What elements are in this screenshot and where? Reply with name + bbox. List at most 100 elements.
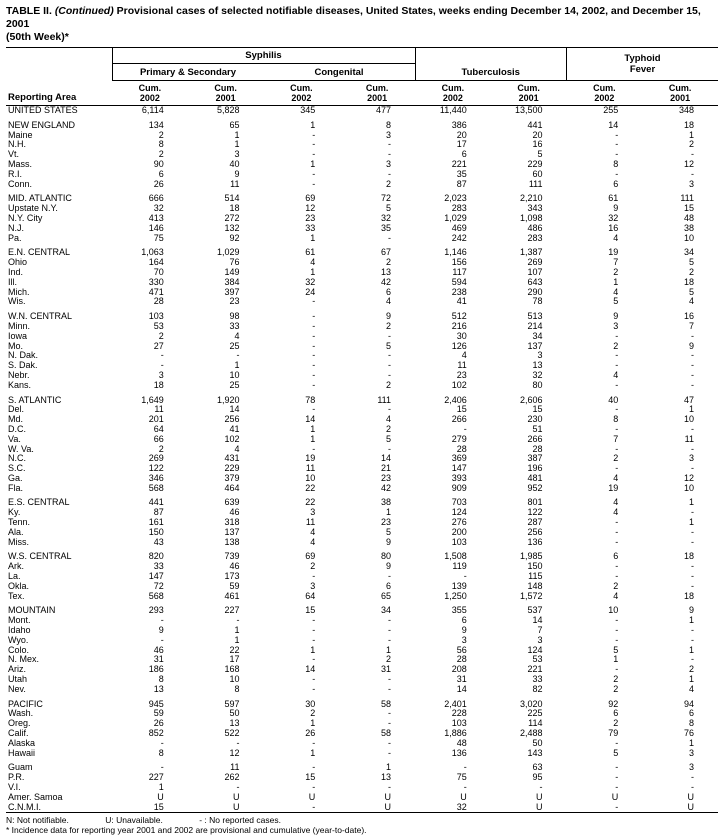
value-cell: 43 bbox=[153, 537, 164, 547]
reporting-area-cell: Ill. bbox=[8, 277, 17, 287]
value-cell: 76 bbox=[229, 258, 240, 268]
value-cell: - bbox=[312, 572, 316, 582]
value-cell: 119 bbox=[452, 562, 467, 572]
reporting-area-cell: Del. bbox=[8, 405, 25, 415]
value-cell: 5 bbox=[613, 748, 619, 758]
reporting-area-cell: Wash. bbox=[8, 709, 34, 719]
table-row-s-c: S.C. 122 229 11 21 147 196 - - bbox=[6, 464, 718, 474]
table-title-prefix: TABLE II. bbox=[6, 5, 52, 17]
value-cell: 41 bbox=[456, 297, 467, 307]
value-cell: 65 bbox=[380, 591, 391, 601]
table-row-idaho: Idaho 9 1 - - 9 7 - - bbox=[6, 626, 718, 636]
column-group-syphilis: Syphilis bbox=[111, 47, 416, 64]
reporting-area-cell: Guam bbox=[8, 763, 33, 773]
value-cell: 114 bbox=[528, 719, 543, 729]
reporting-area-cell: Oreg. bbox=[8, 719, 31, 729]
value-cell: 2 bbox=[688, 140, 694, 150]
value-cell: 4 bbox=[234, 444, 240, 454]
value-cell: 1 bbox=[385, 763, 391, 773]
value-cell: 25 bbox=[229, 380, 240, 390]
value-cell: 1 bbox=[688, 405, 694, 415]
value-cell: 34 bbox=[683, 248, 694, 258]
value-cell: 3 bbox=[537, 351, 543, 361]
table-row-n-dak: N. Dak. - - - - 4 3 - - bbox=[6, 351, 718, 361]
value-cell: 122 bbox=[527, 508, 543, 518]
value-cell: 229 bbox=[527, 159, 543, 169]
value-cell: 34 bbox=[380, 606, 391, 616]
value-cell: 122 bbox=[148, 464, 164, 474]
value-cell: 27 bbox=[153, 341, 164, 351]
value-cell: 12 bbox=[683, 159, 694, 169]
column-group-tuberculosis: Tuberculosis bbox=[415, 47, 567, 81]
value-cell: 161 bbox=[148, 518, 164, 528]
value-cell: 2 bbox=[688, 665, 694, 675]
reporting-area-cell: N.C. bbox=[8, 454, 26, 464]
value-cell: 87 bbox=[456, 179, 467, 189]
reporting-area-cell: Ky. bbox=[8, 508, 21, 518]
notifiable-diseases-table: Reporting Area Syphilis Tuberculosis Typ… bbox=[6, 47, 718, 814]
value-cell: 107 bbox=[527, 267, 543, 277]
reporting-area-cell: Wis. bbox=[8, 297, 26, 307]
value-cell: 2,023 bbox=[444, 194, 467, 204]
value-cell: 952 bbox=[527, 483, 543, 493]
value-cell: 1,146 bbox=[444, 248, 467, 258]
value-cell: - bbox=[388, 370, 391, 380]
value-cell: 23 bbox=[380, 518, 391, 528]
value-cell: 18 bbox=[683, 552, 694, 562]
reporting-area-cell: Wyo. bbox=[8, 635, 29, 645]
value-cell: 471 bbox=[148, 287, 164, 297]
value-cell: 269 bbox=[148, 454, 164, 464]
value-cell: 146 bbox=[148, 223, 164, 233]
value-cell: 266 bbox=[451, 415, 467, 425]
reporting-area-cell: Mont. bbox=[8, 616, 31, 626]
value-cell: - bbox=[615, 665, 619, 675]
value-cell: 348 bbox=[678, 105, 694, 116]
value-cell: - bbox=[691, 444, 694, 454]
value-cell: U bbox=[384, 792, 392, 802]
value-cell: 413 bbox=[148, 213, 164, 223]
value-cell: 111 bbox=[528, 179, 543, 189]
value-cell: 64 bbox=[153, 424, 164, 434]
value-cell: 23 bbox=[456, 370, 467, 380]
table-row-vt: Vt. 2 3 - - 6 5 - - bbox=[6, 150, 718, 160]
value-cell: - bbox=[463, 572, 467, 582]
value-cell: 150 bbox=[527, 562, 543, 572]
reporting-area-cell: S.C. bbox=[8, 464, 26, 474]
value-cell: - bbox=[388, 635, 391, 645]
value-cell: - bbox=[236, 738, 240, 748]
value-cell: 200 bbox=[451, 527, 467, 537]
value-cell: 138 bbox=[224, 537, 240, 547]
value-cell: 3 bbox=[688, 748, 694, 758]
value-cell: - bbox=[615, 562, 619, 572]
value-cell: 522 bbox=[224, 729, 240, 739]
value-cell: - bbox=[312, 130, 316, 140]
value-cell: 173 bbox=[224, 572, 240, 582]
column-header-cum-2002-0: Cum. 2002 bbox=[112, 80, 188, 106]
value-cell: 168 bbox=[224, 665, 240, 675]
value-cell: 8 bbox=[158, 675, 164, 685]
value-cell: 3 bbox=[310, 581, 316, 591]
reporting-area-cell: S. ATLANTIC bbox=[8, 395, 62, 405]
value-cell: 2,210 bbox=[519, 194, 543, 204]
reporting-area-cell: Vt. bbox=[8, 150, 20, 160]
value-cell: 6 bbox=[613, 552, 619, 562]
value-cell: 4 bbox=[310, 537, 316, 547]
value-cell: 9 bbox=[385, 312, 391, 322]
value-cell: 16 bbox=[532, 140, 543, 150]
value-cell: 139 bbox=[451, 581, 467, 591]
value-cell: - bbox=[691, 464, 694, 474]
value-cell: 1 bbox=[234, 361, 240, 371]
value-cell: 6 bbox=[385, 287, 391, 297]
value-cell: 8 bbox=[234, 684, 240, 694]
value-cell: - bbox=[312, 370, 316, 380]
value-cell: 1,098 bbox=[519, 213, 543, 223]
value-cell: 1,920 bbox=[216, 395, 240, 405]
value-cell: 2 bbox=[158, 331, 164, 341]
reporting-area-cell: Amer. Samoa bbox=[8, 792, 63, 802]
table-row-s-dak: S. Dak. - 1 - - 11 13 - - bbox=[6, 361, 718, 371]
value-cell: 15 bbox=[305, 606, 316, 616]
value-cell: - bbox=[691, 572, 694, 582]
value-cell: - bbox=[312, 444, 316, 454]
value-cell: 137 bbox=[527, 341, 543, 351]
value-cell: - bbox=[388, 719, 391, 729]
